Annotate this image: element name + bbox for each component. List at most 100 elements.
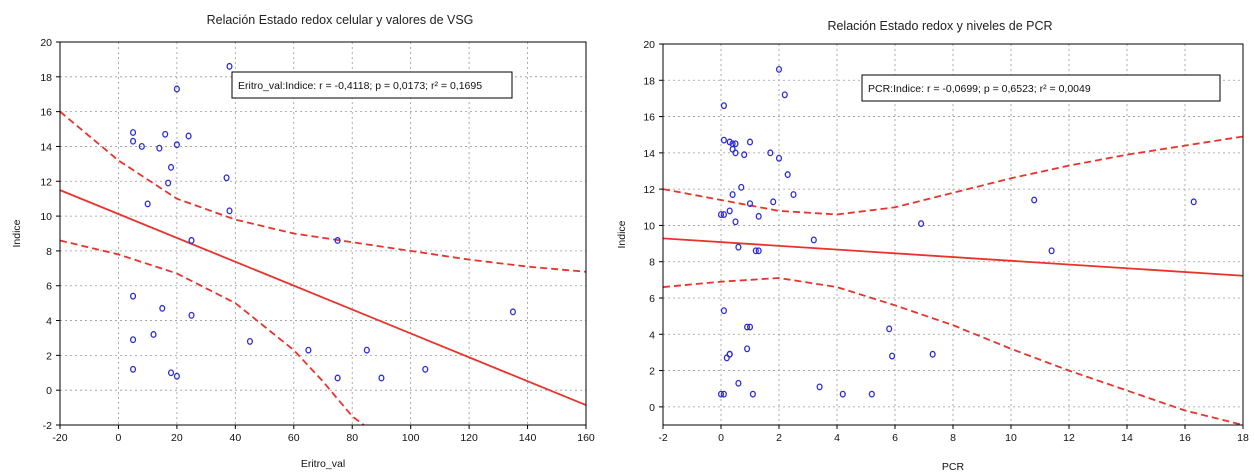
data-point — [223, 174, 230, 182]
y-tick-label: 14 — [643, 148, 655, 160]
data-point — [767, 149, 774, 157]
confidence-band-lower — [60, 239, 365, 425]
data-point — [746, 200, 754, 208]
y-tick-label: 18 — [643, 75, 655, 87]
data-point — [741, 151, 748, 159]
plot-area — [663, 65, 1243, 425]
y-tick-label: 12 — [643, 184, 655, 196]
y-tick-label: 20 — [40, 37, 52, 49]
data-point — [717, 390, 725, 398]
data-point — [246, 337, 253, 345]
x-tick-label: 100 — [402, 432, 420, 444]
y-axis-label: Indice — [11, 219, 23, 247]
y-tick-label: 10 — [643, 220, 655, 232]
data-point — [378, 374, 385, 382]
x-tick-label: 4 — [834, 432, 840, 444]
data-point — [173, 372, 180, 380]
data-point — [305, 346, 312, 354]
y-tick-label: 6 — [46, 281, 52, 293]
data-point — [746, 323, 754, 331]
data-point — [130, 336, 137, 344]
data-point — [720, 307, 727, 315]
x-tick-label: 20 — [171, 432, 183, 444]
data-point — [720, 390, 727, 398]
data-point — [159, 304, 166, 312]
y-tick-label: 16 — [643, 112, 655, 124]
regression-line — [663, 237, 1243, 277]
data-point — [775, 65, 783, 73]
data-point — [732, 149, 739, 157]
data-point — [422, 365, 429, 373]
data-point — [334, 237, 341, 244]
y-tick-label: 6 — [649, 293, 655, 305]
x-tick-label: 12 — [1063, 432, 1075, 444]
data-point — [720, 102, 727, 110]
y-tick-label: 8 — [649, 257, 655, 269]
x-axis-label: PCR — [942, 461, 965, 473]
data-point — [732, 218, 739, 226]
y-tick-label: 16 — [40, 107, 52, 119]
data-point — [744, 323, 751, 331]
y-tick-label: 2 — [46, 350, 52, 362]
data-point — [167, 369, 175, 377]
y-tick-label: 8 — [46, 246, 52, 258]
data-point — [167, 163, 175, 171]
chart-title: Relación Estado redox y niveles de PCR — [827, 19, 1052, 33]
data-point — [729, 191, 736, 199]
y-axis-label: Indice — [616, 220, 628, 248]
data-point — [1190, 198, 1197, 206]
x-tick-label: 40 — [229, 432, 241, 444]
data-point — [144, 200, 151, 208]
plot-frame — [662, 43, 1244, 426]
data-point — [918, 220, 925, 228]
data-point — [720, 211, 727, 218]
data-point — [723, 354, 730, 362]
data-point — [839, 390, 846, 398]
data-point — [1048, 247, 1055, 255]
chart-1: -20 0 20 40 60 80 100 120 140 160-202468101214161… — [11, 13, 595, 470]
data-point — [816, 383, 823, 391]
regression-line — [60, 189, 586, 406]
data-point — [735, 379, 742, 387]
x-tick-label: 16 — [1179, 432, 1191, 444]
stats-text: Eritro_val:Indice: r = -0,4118; p = 0,01… — [238, 80, 482, 92]
data-point — [717, 211, 725, 218]
data-point — [363, 346, 370, 354]
data-point — [156, 144, 163, 152]
data-point — [726, 207, 733, 215]
data-point — [720, 136, 727, 144]
x-tick-label: 80 — [346, 432, 358, 444]
y-tick-label: 10 — [40, 211, 52, 223]
y-tick-label: 4 — [649, 329, 655, 341]
data-point — [755, 247, 762, 255]
x-tick-label: 14 — [1121, 432, 1133, 444]
data-point — [130, 129, 137, 136]
plot-frame — [59, 41, 587, 426]
x-tick-label: 0 — [718, 432, 724, 444]
x-tick-label: 0 — [116, 432, 122, 444]
x-tick-label: -2 — [658, 432, 667, 444]
y-tick-label: -2 — [43, 420, 52, 432]
data-point — [130, 137, 137, 145]
data-point — [886, 325, 893, 333]
y-tick-label: 12 — [40, 176, 52, 188]
x-axis-label: Eritro_val — [301, 458, 345, 470]
data-point — [781, 91, 788, 99]
stats-box — [231, 71, 513, 99]
data-point — [790, 191, 797, 199]
y-tick-label: 4 — [46, 316, 52, 328]
x-tick-label: 10 — [1005, 432, 1017, 444]
data-point — [165, 179, 172, 187]
x-tick-label: 18 — [1237, 432, 1249, 444]
y-tick-label: 14 — [40, 141, 52, 153]
data-point — [173, 141, 180, 149]
data-point — [755, 212, 762, 220]
data-point — [749, 390, 756, 398]
confidence-band-lower — [663, 277, 1243, 425]
y-tick-label: 20 — [643, 39, 655, 51]
data-point — [735, 243, 742, 251]
data-point — [226, 62, 233, 70]
y-tick-label: 0 — [649, 402, 655, 414]
stats-box — [861, 74, 1221, 102]
x-tick-label: 120 — [460, 432, 478, 444]
